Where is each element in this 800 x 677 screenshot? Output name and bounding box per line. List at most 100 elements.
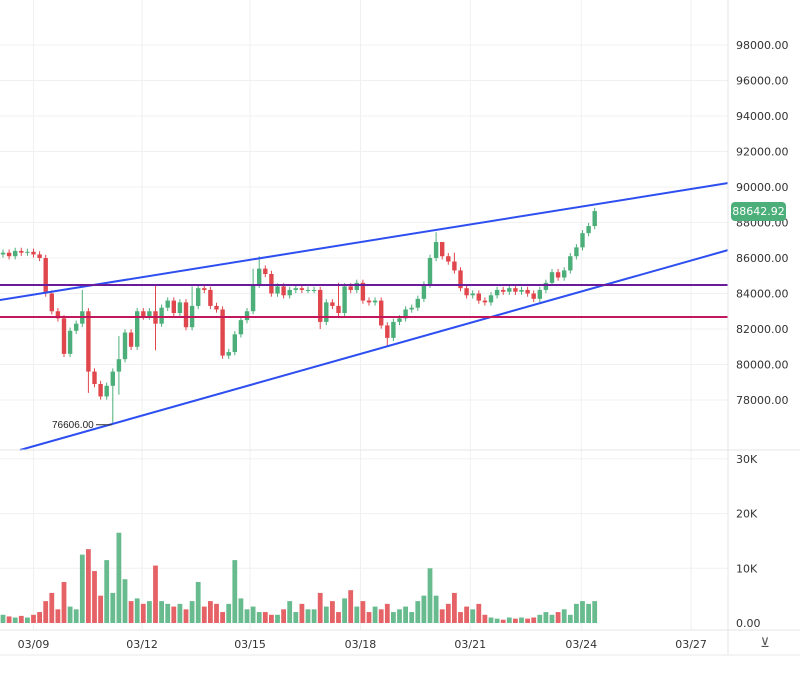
candle-body [433, 242, 439, 258]
candle-body [555, 272, 561, 278]
volume-bar [384, 603, 390, 623]
volume-bar [153, 565, 158, 623]
volume-bar [537, 614, 543, 623]
volume-bar [49, 592, 55, 623]
volume-bar [433, 595, 439, 623]
volume-bar [415, 601, 421, 623]
volume-bar [183, 609, 189, 623]
time-tick-label: 03/27 [675, 638, 707, 651]
volume-bar [256, 612, 262, 623]
candle-body [141, 311, 146, 317]
volume-bar [171, 606, 177, 623]
volume-bar [299, 603, 305, 623]
volume-bar [555, 612, 561, 623]
volume-bar [592, 601, 598, 623]
volume-bar [391, 612, 396, 623]
candles [0, 207, 597, 425]
candle-body [250, 284, 256, 312]
volume-bar [25, 617, 30, 623]
candle-body [49, 293, 54, 312]
volume-bar [561, 609, 567, 623]
upper-channel-line[interactable] [0, 182, 729, 301]
volume-bar [67, 606, 73, 623]
candle-body [183, 302, 189, 328]
candle-body [470, 293, 475, 296]
volume-bar [147, 601, 152, 623]
volume-bar [55, 609, 61, 623]
candle-body [147, 311, 152, 317]
volume-bar [122, 579, 128, 623]
candle-body [488, 295, 494, 303]
volume-bar [366, 612, 372, 623]
candle-body [391, 321, 396, 338]
candle-body [397, 318, 402, 322]
volume-bar [470, 609, 476, 623]
volume-bar [73, 609, 79, 623]
candle-body [269, 273, 274, 294]
volume-bar [476, 603, 482, 623]
candle-body [574, 247, 579, 257]
candle-body [324, 302, 329, 322]
candle-body [13, 250, 18, 257]
candle-body [6, 252, 12, 257]
volume-bar [195, 581, 201, 623]
candle-body [421, 284, 427, 299]
volume-bar [208, 601, 213, 623]
volume-bar [574, 603, 579, 623]
volume-bar [323, 606, 329, 623]
candle-body [104, 385, 109, 397]
candle-body [37, 254, 42, 258]
volume-bar [287, 601, 293, 623]
price-tick-label: 92000.00 [736, 146, 789, 159]
volume-bar [336, 612, 341, 623]
volume-bar [439, 609, 445, 623]
volume-bar [317, 592, 323, 623]
price-tick-label: 98000.00 [736, 39, 789, 52]
candle-body [55, 311, 61, 319]
volume-bar [177, 603, 183, 623]
volume-bar [232, 560, 238, 623]
volume-tick-label: 10K [736, 562, 758, 575]
volume-bar [580, 601, 585, 623]
volume-bar [531, 617, 537, 623]
volume-bar [293, 612, 299, 623]
volume-bar [61, 581, 67, 623]
volume-bar [110, 592, 116, 623]
candle-body [98, 384, 103, 397]
lower-channel-line[interactable] [19, 249, 729, 451]
candle-body [305, 289, 311, 291]
candle-body [311, 289, 317, 291]
volume-bar [549, 614, 555, 623]
candle-body [263, 268, 268, 274]
time-tick-label: 03/24 [565, 638, 597, 651]
candle-body [128, 332, 134, 347]
volume-bar [189, 601, 195, 623]
candle-body [501, 289, 506, 292]
candle-body [0, 252, 6, 255]
volume-bars [0, 532, 598, 623]
volume-bar [330, 601, 335, 623]
auto-scale-icon[interactable]: ⊻ [760, 635, 770, 650]
candle-body [31, 251, 36, 255]
volume-bar [134, 598, 140, 623]
price-tick-label: 78000.00 [736, 394, 789, 407]
volume-bar [201, 606, 207, 623]
volume-bar [378, 609, 384, 623]
candle-body [458, 270, 463, 289]
volume-bar [250, 606, 256, 623]
volume-bar [482, 614, 488, 623]
volume-bar [86, 549, 91, 623]
grid [0, 0, 728, 630]
candle-body [226, 352, 231, 356]
volume-bar [79, 554, 85, 623]
drawn-lines[interactable] [0, 182, 729, 451]
volume-bar [409, 612, 415, 623]
volume-bar [513, 618, 518, 623]
price-tick-label: 80000.00 [736, 359, 789, 372]
candle-body [409, 307, 414, 310]
candle-body [543, 282, 549, 290]
volume-bar [159, 601, 164, 623]
candle-body [171, 300, 176, 314]
candle-body [299, 288, 305, 290]
